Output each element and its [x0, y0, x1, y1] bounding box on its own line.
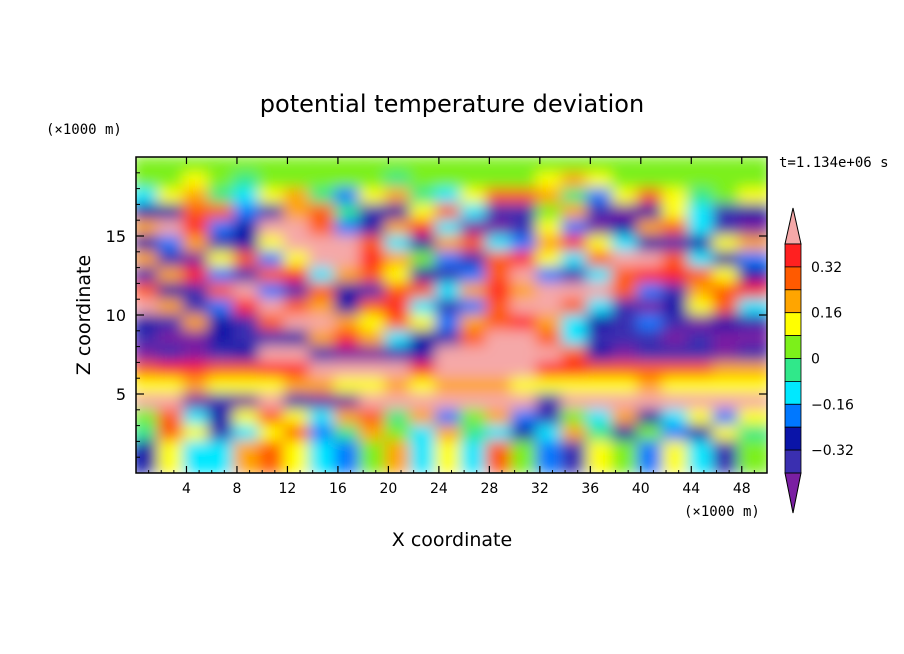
colorbar-swatch — [784, 449, 802, 474]
colorbar-swatch — [784, 243, 802, 268]
colorbar-extend-max — [784, 207, 802, 245]
colorbar-tick-label: 0.16 — [811, 306, 842, 322]
x-tick-label: 8 — [232, 481, 241, 497]
heatmap-field — [136, 157, 767, 473]
x-tick-label: 24 — [430, 481, 448, 497]
y-axis: 5 10 15 — [106, 172, 767, 458]
colorbar-swatch — [784, 403, 802, 428]
y-tick-label: 10 — [106, 306, 126, 325]
y-tick-label: 5 — [116, 385, 126, 404]
colorbar-tick-label: −0.32 — [811, 443, 854, 459]
x-tick-label: 12 — [279, 481, 297, 497]
x-unit-label: (×1000 m) — [684, 504, 760, 520]
colorbar-tick-label: 0.32 — [811, 260, 842, 276]
y-axis-label: Z coordinate — [73, 255, 95, 375]
x-tick-label: 48 — [733, 481, 751, 497]
heatmap-cell — [737, 440, 767, 473]
x-tick-label: 32 — [531, 481, 549, 497]
x-tick-label: 28 — [480, 481, 498, 497]
colorbar-swatch — [784, 312, 802, 337]
colorbar: 0.32 0.16 0 −0.16 −0.32 — [784, 207, 854, 514]
colorbar-tick-label: −0.16 — [811, 397, 854, 413]
x-tick-label: 36 — [581, 481, 599, 497]
x-tick-label: 20 — [379, 481, 397, 497]
colorbar-swatch — [784, 266, 802, 291]
y-tick-label: 15 — [106, 227, 126, 246]
y-unit-label: (×1000 m) — [46, 122, 122, 138]
chart-title: potential temperature deviation — [260, 90, 644, 118]
colorbar-swatch — [784, 289, 802, 314]
x-tick-label: 40 — [632, 481, 650, 497]
x-tick-label: 16 — [329, 481, 347, 497]
colorbar-swatch — [784, 380, 802, 405]
time-label: t=1.134e+06 s — [779, 155, 889, 171]
colorbar-tick-label: 0 — [811, 352, 820, 368]
x-axis-label: X coordinate — [392, 529, 512, 551]
x-axis: 4 8 12 16 20 24 28 32 36 40 44 48 — [148, 157, 755, 497]
colorbar-swatch — [784, 358, 802, 382]
colorbar-swatch — [784, 335, 802, 359]
x-tick-label: 4 — [182, 481, 191, 497]
colorbar-swatch — [784, 426, 802, 451]
colorbar-extend-min — [784, 472, 802, 514]
x-tick-label: 44 — [682, 481, 700, 497]
